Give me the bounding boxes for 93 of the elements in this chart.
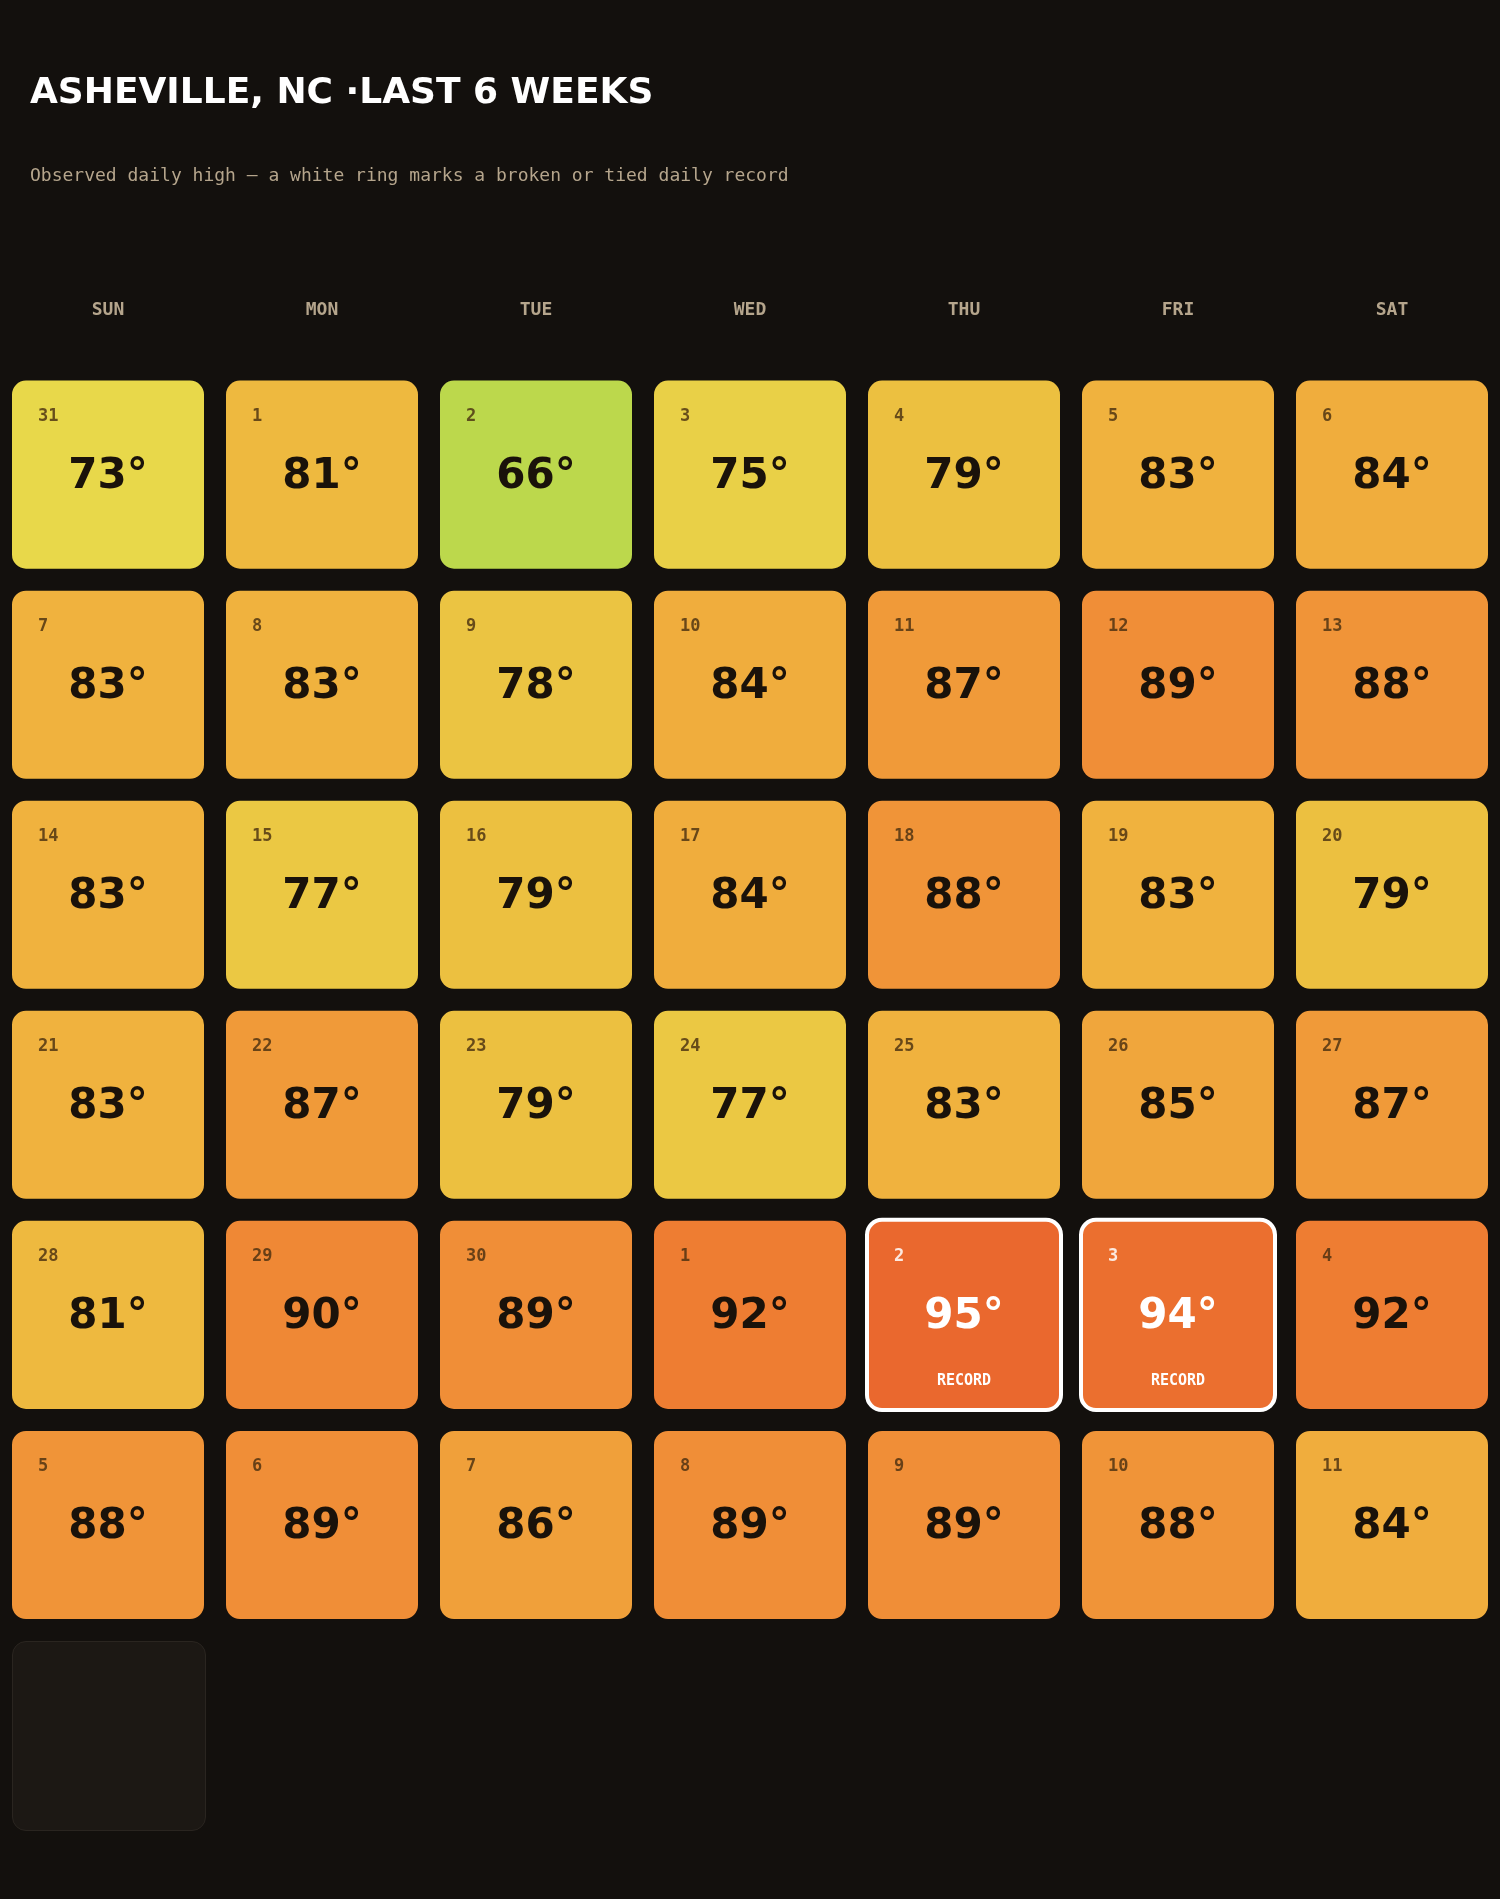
data-label: 79° bbox=[496, 868, 576, 918]
annotation: 8 bbox=[680, 1455, 691, 1476]
data-label: 66° bbox=[496, 448, 576, 498]
annotation: 26 bbox=[1108, 1035, 1129, 1056]
data-label: 83° bbox=[68, 868, 148, 918]
annotation: 30 bbox=[466, 1245, 487, 1266]
data-label: 75° bbox=[710, 448, 790, 498]
annotation: 1 bbox=[252, 405, 263, 426]
data-label: 81° bbox=[68, 1288, 148, 1338]
data-label: 84° bbox=[710, 868, 790, 918]
data-label: 84° bbox=[710, 658, 790, 708]
data-label: 84° bbox=[1352, 448, 1432, 498]
data-label: 87° bbox=[282, 1078, 362, 1128]
data-label: 89° bbox=[710, 1498, 790, 1548]
annotation: 9 bbox=[894, 1455, 905, 1476]
data-label: 95° RECORD bbox=[924, 1288, 1004, 1389]
data-label: 83° bbox=[1138, 868, 1218, 918]
data-label: 89° bbox=[282, 1498, 362, 1548]
annotation: 5 bbox=[38, 1455, 49, 1476]
annotation: 15 bbox=[252, 825, 273, 846]
annotation: 4 bbox=[894, 405, 905, 426]
data-label: 84° bbox=[1352, 1498, 1432, 1548]
annotation: 3 bbox=[1108, 1245, 1119, 1266]
annotation: 4 bbox=[1322, 1245, 1333, 1266]
data-label: 79° bbox=[496, 1078, 576, 1128]
x-tick-label: SAT bbox=[1375, 298, 1409, 320]
annotation: 3 bbox=[680, 405, 691, 426]
annotation: 5 bbox=[1108, 405, 1119, 426]
annotation: 7 bbox=[466, 1455, 477, 1476]
data-label: 79° bbox=[1352, 868, 1432, 918]
annotation: 7 bbox=[38, 615, 49, 636]
data-label: 88° bbox=[1352, 658, 1432, 708]
annotation: 6 bbox=[1322, 405, 1333, 426]
annotation: 11 bbox=[894, 615, 915, 636]
data-label: 81° bbox=[282, 448, 362, 498]
annotation: 29 bbox=[252, 1245, 273, 1266]
data-label: 88° bbox=[68, 1498, 148, 1548]
annotation: 2 bbox=[466, 405, 477, 426]
data-label: 94° RECORD bbox=[1138, 1288, 1218, 1389]
annotation: 12 bbox=[1108, 615, 1129, 636]
annotation: 16 bbox=[466, 825, 487, 846]
annotation: 28 bbox=[38, 1245, 59, 1266]
annotation: 17 bbox=[680, 825, 701, 846]
data-label: 87° bbox=[924, 658, 1004, 708]
data-label: 83° bbox=[282, 658, 362, 708]
annotation: 31 bbox=[38, 405, 59, 426]
annotation: 10 bbox=[680, 615, 701, 636]
data-label: 79° bbox=[924, 448, 1004, 498]
data-label: 87° bbox=[1352, 1078, 1432, 1128]
data-label: 83° bbox=[1138, 448, 1218, 498]
annotation: 9 bbox=[466, 615, 477, 636]
annotation: 2 bbox=[894, 1245, 905, 1266]
annotation: 21 bbox=[38, 1035, 59, 1056]
annotation: 14 bbox=[38, 825, 59, 846]
data-label: 77° bbox=[710, 1078, 790, 1128]
annotation: 10 bbox=[1108, 1455, 1129, 1476]
data-label: 78° bbox=[496, 658, 576, 708]
annotation: 6 bbox=[252, 1455, 263, 1476]
data-label: 77° bbox=[282, 868, 362, 918]
x-tick-label: FRI bbox=[1161, 298, 1195, 320]
annotation: 24 bbox=[680, 1035, 701, 1056]
data-label: 88° bbox=[924, 868, 1004, 918]
annotation: 19 bbox=[1108, 825, 1129, 846]
annotation: 8 bbox=[252, 615, 263, 636]
x-tick-label: TUE bbox=[519, 298, 553, 320]
data-label: 89° bbox=[1138, 658, 1218, 708]
annotation: 23 bbox=[466, 1035, 487, 1056]
data-label: 85° bbox=[1138, 1078, 1218, 1128]
data-label: 83° bbox=[924, 1078, 1004, 1128]
chart-subtitle: Observed daily high — a white ring marks a broken or tied daily record bbox=[30, 164, 789, 185]
annotation: 20 bbox=[1322, 825, 1343, 846]
annotation: 18 bbox=[894, 825, 915, 846]
data-label: 86° bbox=[496, 1498, 576, 1548]
data-label: 89° bbox=[924, 1498, 1004, 1548]
x-tick-label: MON bbox=[305, 298, 339, 320]
data-label: 92° bbox=[710, 1288, 790, 1338]
chart-title: ASHEVILLE, NC ·LAST 6 WEEKS bbox=[30, 70, 654, 111]
annotation: 25 bbox=[894, 1035, 915, 1056]
data-label: 90° bbox=[282, 1288, 362, 1338]
annotation: 13 bbox=[1322, 615, 1343, 636]
annotation: 1 bbox=[680, 1245, 691, 1266]
data-label: 83° bbox=[68, 1078, 148, 1128]
data-label: 92° bbox=[1352, 1288, 1432, 1338]
data-label: 83° bbox=[68, 658, 148, 708]
data-label: 88° bbox=[1138, 1498, 1218, 1548]
annotation: 22 bbox=[252, 1035, 273, 1056]
x-tick-label: THU bbox=[947, 298, 981, 320]
data-label: 73° bbox=[68, 448, 148, 498]
annotation: 27 bbox=[1322, 1035, 1343, 1056]
x-tick-label: SUN bbox=[91, 298, 125, 320]
annotation: 11 bbox=[1322, 1455, 1343, 1476]
x-tick-label: WED bbox=[733, 298, 767, 320]
data-label: 89° bbox=[496, 1288, 576, 1338]
